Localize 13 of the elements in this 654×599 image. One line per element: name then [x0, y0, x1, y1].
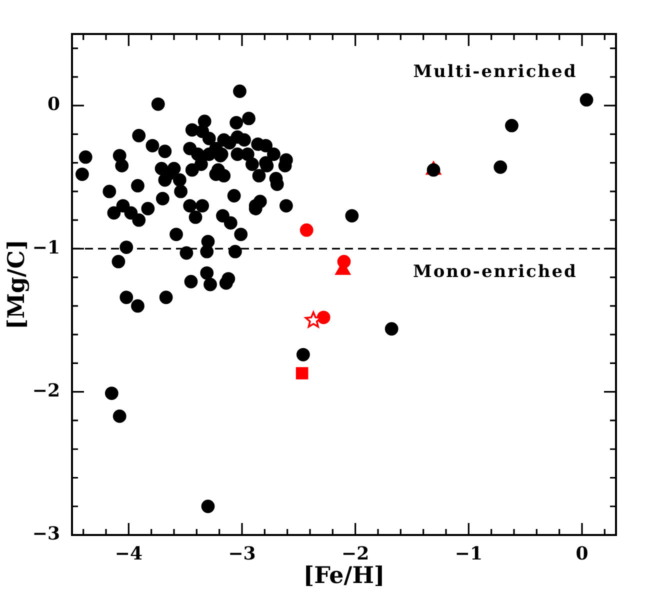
y-tick-label: 0: [47, 94, 60, 116]
y-tick-label: −3: [32, 524, 60, 545]
annotation: Multi-enriched: [413, 62, 578, 82]
x-tick-label: −3: [228, 543, 256, 564]
y-tick-label: −1: [32, 237, 60, 258]
y-tick-label: −2: [32, 380, 60, 402]
annotation: Mono-enriched: [413, 262, 578, 282]
x-tick-label: −1: [454, 543, 482, 564]
y-axis-title: [Mg/C]: [2, 239, 30, 330]
x-tick-label: −2: [342, 543, 370, 564]
x-tick-label: −4: [114, 543, 142, 564]
x-tick-label: 0: [576, 543, 588, 564]
x-axis-title: [Fe/H]: [303, 562, 385, 590]
